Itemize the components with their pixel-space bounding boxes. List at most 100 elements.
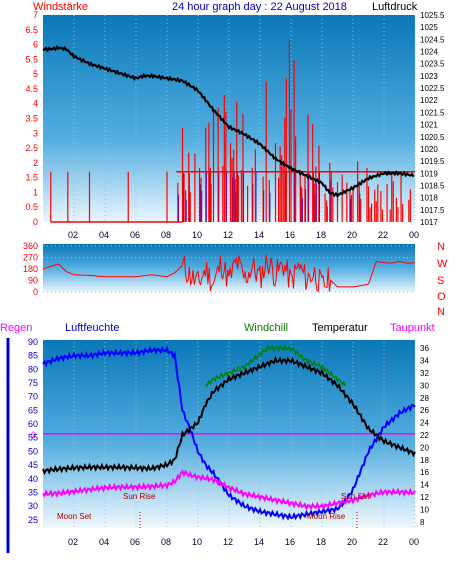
pressure-tick: 1023.5	[420, 60, 445, 69]
wind-speed-tick: 5	[33, 69, 38, 79]
pressure-tick: 1018.5	[420, 181, 445, 190]
humidity-tick: 30	[28, 501, 38, 511]
wind-speed-tick: 1.5	[25, 173, 38, 183]
pressure-tick: 1017	[420, 218, 438, 227]
compass-w: W	[437, 258, 448, 270]
pressure-tick: 1021	[420, 121, 438, 130]
wind-time-tick: 10	[192, 230, 202, 240]
sun-rise-label: Sun Rise	[123, 492, 156, 501]
temperature-tick: 24	[420, 419, 429, 428]
humidity-axis-title: Luftfeuchte	[65, 322, 119, 334]
pressure-tick: 1020.5	[420, 133, 445, 142]
compass-n-bottom: N	[437, 306, 445, 318]
humidity-tick: 90	[28, 337, 38, 347]
windchill-legend: Windchill	[244, 322, 288, 334]
wind-speed-tick: 1	[33, 187, 38, 197]
wind-speed-tick-labels: 0 0.5 1 1.5 2 2.5 3 3.5 4 4.5 5 5.5 6 6.5 7	[25, 10, 38, 227]
temperature-tick: 32	[420, 369, 429, 378]
wind-time-tick: 02	[68, 230, 78, 240]
wind-speed-tick: 4	[33, 99, 38, 109]
pressure-tick: 1025.5	[420, 11, 445, 20]
humidity-time-tick: 12	[223, 537, 233, 547]
dewpoint-legend: Taupunkt	[390, 322, 435, 334]
temperature-tick: 16	[420, 468, 429, 477]
wind-time-tick: 16	[285, 230, 295, 240]
direction-tick: 270	[23, 253, 38, 263]
temperature-tick: 34	[420, 357, 429, 366]
humidity-time-tick-labels: 02 04 06 08 10 12 14 16 18 20 22 00	[68, 537, 419, 547]
pressure-tick: 1017.5	[420, 206, 445, 215]
humidity-tick: 80	[28, 364, 38, 374]
humidity-tick-labels: 25 30 35 40 45 50 55 60 65 70 75 80 85 90	[28, 337, 38, 525]
compass-s: S	[437, 275, 444, 287]
temperature-line	[42, 355, 416, 476]
wind-speed-axis-title: Windstärke	[33, 1, 88, 13]
wind-direction-plot-area	[43, 244, 415, 292]
humidity-gridlines	[73, 342, 416, 528]
temperature-tick-labels: 8 10 12 14 16 18 20 22 24 26 28 30 32 34 36	[420, 344, 429, 527]
humidity-tick: 75	[28, 378, 38, 388]
humidity-tick: 65	[28, 405, 38, 415]
pressure-tick: 1022	[420, 96, 438, 105]
temperature-legend: Temperatur	[312, 322, 368, 334]
rain-axis-title: Regen	[0, 322, 32, 334]
humidity-time-tick: 20	[347, 537, 357, 547]
pressure-line	[42, 45, 415, 198]
wind-speed-tick: 3.5	[25, 114, 38, 124]
wind-time-tick: 08	[161, 230, 171, 240]
humidity-tick: 25	[28, 515, 38, 525]
humidity-time-tick: 18	[316, 537, 326, 547]
humidity-line	[42, 345, 416, 521]
wind-time-tick: 14	[254, 230, 264, 240]
pressure-tick: 1018	[420, 194, 438, 203]
humidity-time-tick: 22	[378, 537, 388, 547]
humidity-tick: 35	[28, 487, 38, 497]
wind-speed-tick: 3	[33, 128, 38, 138]
pressure-tick-labels: 1017 1017.5 1018 1018.5 1019 1019.5 1020 1020.5…	[420, 11, 445, 227]
temperature-tick: 18	[420, 456, 429, 465]
temperature-tick: 12	[420, 493, 429, 502]
humidity-time-tick: 06	[130, 537, 140, 547]
direction-tick: 180	[23, 264, 38, 274]
wind-speed-tick: 2.5	[25, 143, 38, 153]
direction-tick: 90	[28, 276, 38, 286]
temperature-tick: 30	[420, 381, 429, 390]
wind-speed-tick: 5.5	[25, 54, 38, 64]
wind-time-tick: 18	[316, 230, 326, 240]
wind-speed-tick: 7	[33, 10, 38, 20]
wind-time-tick: 06	[130, 230, 140, 240]
wind-time-tick-labels: 02 04 06 08 10 12 14 16 18 20 22 00	[68, 230, 419, 240]
wind-speed-tick: 4.5	[25, 84, 38, 94]
chart-title: 24 hour graph day : 22 August 2018	[172, 1, 347, 13]
pressure-tick: 1019.5	[420, 157, 445, 166]
humidity-tick: 85	[28, 351, 38, 361]
humidity-tick: 45	[28, 460, 38, 470]
moon-set-label: Moon Set	[57, 512, 92, 521]
humidity-time-tick: 00	[409, 537, 419, 547]
wind-time-tick: 22	[378, 230, 388, 240]
dewpoint-line	[42, 469, 416, 511]
humidity-time-tick: 08	[161, 537, 171, 547]
humidity-tick: 70	[28, 392, 38, 402]
temperature-tick: 10	[420, 505, 429, 514]
pressure-tick: 1025	[420, 23, 438, 32]
pressure-axis-title: Luftdruck	[372, 1, 418, 13]
humidity-time-tick: 02	[68, 537, 78, 547]
pressure-tick: 1022.5	[420, 84, 445, 93]
wind-speed-tick: 6	[33, 40, 38, 50]
temperature-tick: 28	[420, 394, 429, 403]
humidity-tick: 40	[28, 474, 38, 484]
moon-rise-label: Moon Rise	[307, 512, 346, 521]
wind-direction-line	[42, 254, 416, 293]
sun-set-label: Sun Set	[341, 492, 370, 501]
pressure-tick: 1021.5	[420, 108, 445, 117]
wind-time-tick: 04	[99, 230, 109, 240]
pressure-tick: 1019	[420, 169, 438, 178]
wind-speed-tick: 6.5	[25, 25, 38, 35]
pressure-tick: 1024.5	[420, 35, 445, 44]
pressure-tick: 1024	[420, 48, 438, 57]
humidity-tick: 55	[28, 433, 38, 443]
wind-speed-tick: 0.5	[25, 202, 38, 212]
